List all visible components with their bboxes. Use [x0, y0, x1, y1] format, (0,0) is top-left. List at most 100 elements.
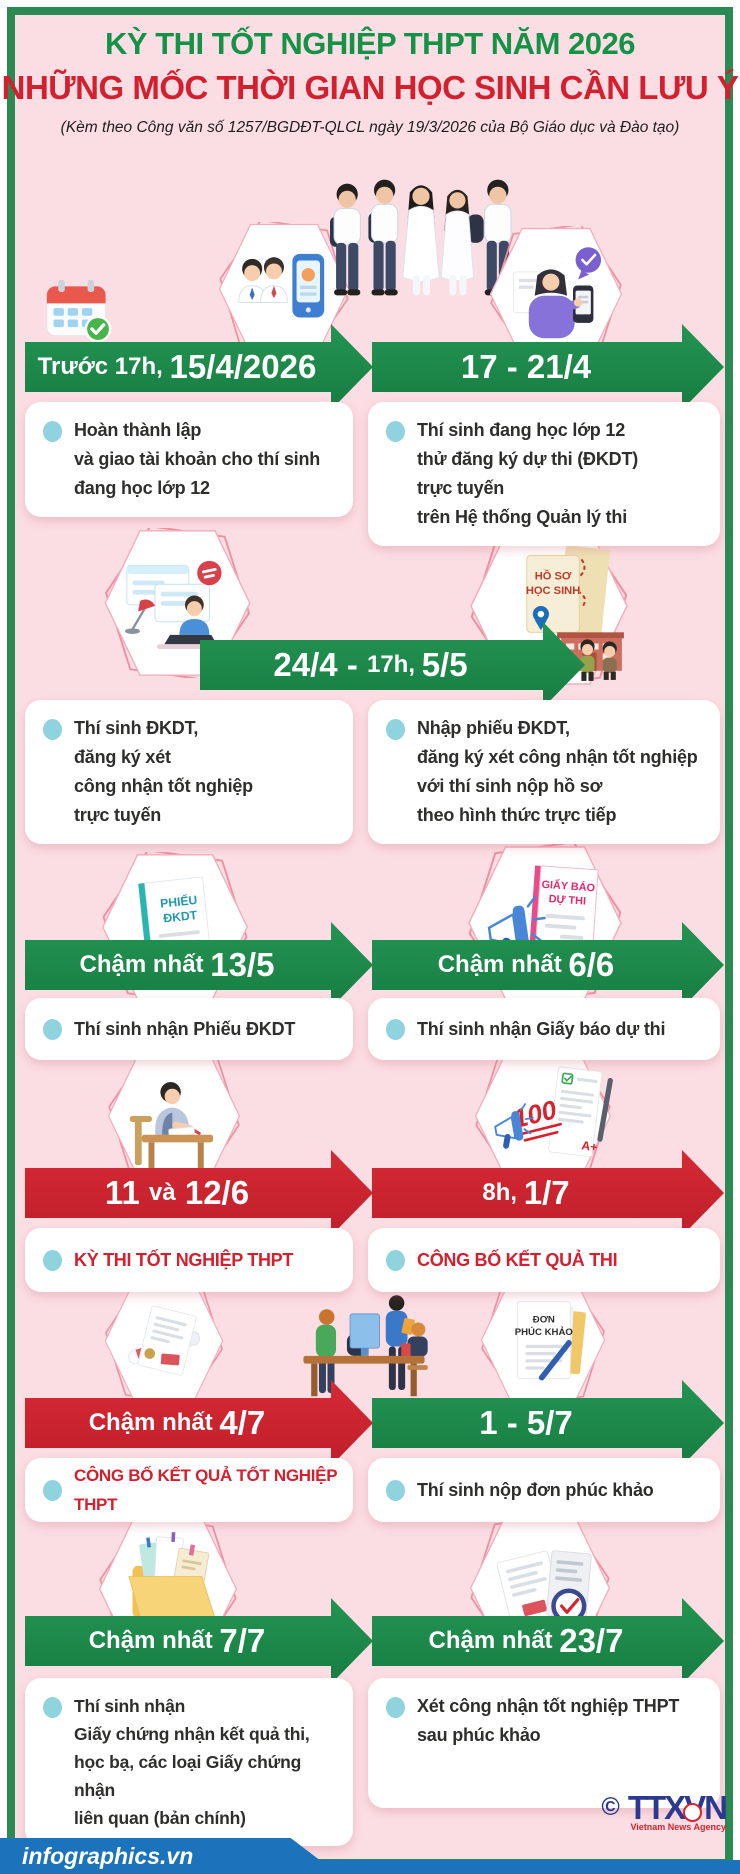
copyright-symbol: ©	[601, 1793, 620, 1821]
ttxvn-logo: TTXVN	[627, 1789, 728, 1826]
arrow-date: 5/5	[421, 646, 468, 683]
card-line: Thí sinh nhận Giấy báo dự thi	[417, 1018, 666, 1039]
card-line: trên Hệ thống Quản lý thi	[417, 507, 627, 527]
info-card-4-left: KỲ THI TỐT NGHIỆP THPT	[25, 1228, 353, 1292]
arrow-text: Trước 17h,	[37, 353, 170, 380]
agency-name: Vietnam News Agency	[630, 1822, 726, 1832]
info-card-2-left: Thí sinh ĐKDT, đăng ký xét công nhận tốt…	[25, 700, 353, 844]
globe-icon	[683, 1803, 702, 1822]
calendar-icon	[44, 276, 116, 346]
card-line: đăng ký xét	[74, 747, 171, 767]
card-line: học bạ, các loại Giấy chứng nhận	[74, 1752, 302, 1800]
info-card-3-left: Thí sinh nhận Phiếu ĐKDT	[25, 998, 353, 1060]
arrow-date: 1 - 5/7	[479, 1404, 573, 1441]
info-card-5-left: CÔNG BỐ KẾT QUẢ TỐT NGHIỆP THPT	[25, 1458, 353, 1522]
bullet-dot	[386, 1249, 405, 1271]
card-line: Thí sinh nộp đơn phúc khảo	[417, 1479, 654, 1500]
bullet-dot	[43, 719, 62, 740]
card-line: Thí sinh đang học lớp 12	[417, 420, 626, 440]
card-line: công nhận tốt nghiệp	[74, 776, 253, 796]
card-line: thử đăng ký dự thi (ĐKDT)	[417, 449, 639, 469]
grade-label: A+	[581, 1138, 599, 1154]
bullet-dot	[43, 1697, 62, 1718]
arrow-text: Chậm nhất	[437, 951, 569, 978]
arrow-text: và	[148, 1179, 176, 1206]
notice-label-line2: DỰ THI	[548, 893, 586, 908]
card-line: sau phúc khảo	[417, 1725, 541, 1745]
card-line: Giấy chứng nhận kết quả thi,	[74, 1724, 310, 1744]
card-line: Hoàn thành lập	[74, 420, 202, 440]
folder-label-line2: HỌC SINH	[526, 585, 580, 597]
arrow-text: 17h,	[366, 651, 422, 678]
arrow-date: 15/4/2026	[169, 348, 317, 385]
hexagon-review-request-illustration: ĐƠN PHÚC KHẢO	[468, 1273, 618, 1407]
bullet-dot	[43, 1479, 62, 1501]
hexagon-exam-illustration	[98, 1045, 250, 1187]
arrow-text: Chậm nhất	[88, 1409, 220, 1436]
bullet-dot	[43, 1018, 62, 1040]
bullet-dot	[386, 719, 405, 740]
arrow-date: 12/6	[175, 1174, 250, 1211]
arrow-date: 7/7	[219, 1622, 266, 1659]
card-line: KỲ THI TỐT NGHIỆP THPT	[74, 1249, 294, 1270]
header-reference-note: (Kèm theo Công văn số 1257/BGDĐT-QLCL ng…	[60, 119, 680, 136]
arrow-date: 6/6	[568, 946, 615, 983]
students-group-illustration	[318, 168, 524, 350]
slip-label-line1: PHIẾU	[159, 892, 198, 911]
card-line: Thí sinh ĐKDT,	[74, 718, 199, 738]
site-banner: infographics.vn	[0, 1838, 338, 1874]
request-label-line2: PHÚC KHẢO	[515, 1326, 574, 1338]
info-card-1-right: Thí sinh đang học lớp 12 thử đăng ký dự …	[368, 402, 720, 546]
arrow-date: 17 - 21/4	[460, 348, 592, 385]
card-line: CÔNG BỐ KẾT QUẢ THI	[417, 1249, 618, 1270]
bullet-dot	[386, 421, 405, 442]
info-card-6-left: Thí sinh nhận Giấy chứng nhận kết quả th…	[25, 1678, 353, 1846]
card-line: Thí sinh nhận Phiếu ĐKDT	[74, 1018, 296, 1039]
arrow-text: Chậm nhất	[88, 1627, 220, 1654]
arrow-date: 23/7	[559, 1622, 624, 1659]
info-card-3-right: Thí sinh nhận Giấy báo dự thi	[368, 998, 720, 1060]
info-card-2-right: Nhập phiếu ĐKDT, đăng ký xét công nhận t…	[368, 700, 720, 844]
arrow-text: 8h,	[482, 1179, 524, 1206]
card-line: trực tuyến	[417, 478, 505, 498]
page-title: KỲ THI TỐT NGHIỆP THPT NĂM 2026	[105, 26, 635, 61]
card-line: với thí sinh nộp hồ sơ	[417, 776, 603, 796]
arrow-date: 4/7	[219, 1404, 266, 1441]
card-line: Xét công nhận tốt nghiệp THPT	[417, 1696, 680, 1716]
card-line: trực tuyến	[74, 805, 162, 825]
slip-label-line2: ĐKDT	[163, 908, 199, 926]
site-link[interactable]: infographics.vn	[22, 1842, 194, 1869]
card-line: đăng ký xét công nhận tốt nghiệp	[417, 747, 698, 767]
info-card-4-right: CÔNG BỐ KẾT QUẢ THI	[368, 1228, 720, 1292]
arrow-date: 13/5	[210, 946, 275, 983]
hexagon-exam-results-illustration: 100 A+	[458, 1043, 628, 1189]
hexagon-account-illustration	[210, 219, 358, 359]
hexagon-online-trial-registration-illustration	[480, 223, 632, 365]
bullet-dot	[386, 1018, 405, 1040]
info-card-1-left: Hoàn thành lập và giao tài khoản cho thí…	[25, 402, 353, 517]
card-line: liên quan (bản chính)	[74, 1808, 246, 1828]
arrow-date: 11	[104, 1174, 149, 1211]
folder-label-line1: HỒ SƠ	[535, 570, 572, 583]
bullet-dot	[386, 1697, 405, 1718]
info-card-5-right: Thí sinh nộp đơn phúc khảo	[368, 1458, 720, 1522]
bullet-dot	[386, 1479, 405, 1501]
card-line: Thí sinh nhận	[74, 1696, 186, 1716]
card-line: theo hình thức trực tiếp	[417, 805, 617, 825]
bullet-dot	[43, 421, 62, 442]
hexagon-certificates-illustration	[94, 1277, 234, 1405]
request-label-line1: ĐƠN	[533, 1314, 555, 1325]
page-subtitle-red: NHỮNG MỐC THỜI GIAN HỌC SINH CẦN LƯU Ý	[1, 69, 739, 106]
card-line: và giao tài khoản cho thí sinh	[74, 449, 321, 469]
arrow-date: 1/7	[523, 1174, 570, 1211]
info-card-6-right: Xét công nhận tốt nghiệp THPT sau phúc k…	[368, 1678, 720, 1808]
group-discussion-illustration	[266, 1272, 462, 1404]
card-line: Nhập phiếu ĐKDT,	[417, 718, 570, 738]
card-line: đang học lớp 12	[74, 478, 210, 498]
arrow-date: 24/4 -	[273, 646, 367, 683]
bullet-dot	[43, 1249, 62, 1271]
agency-logo-block: © TTXVN Vietnam News Agency	[601, 1789, 728, 1832]
arrow-text: Chậm nhất	[79, 951, 211, 978]
hexagon-student-records-illustration: HỒ SƠ HỌC SINH	[468, 522, 630, 690]
